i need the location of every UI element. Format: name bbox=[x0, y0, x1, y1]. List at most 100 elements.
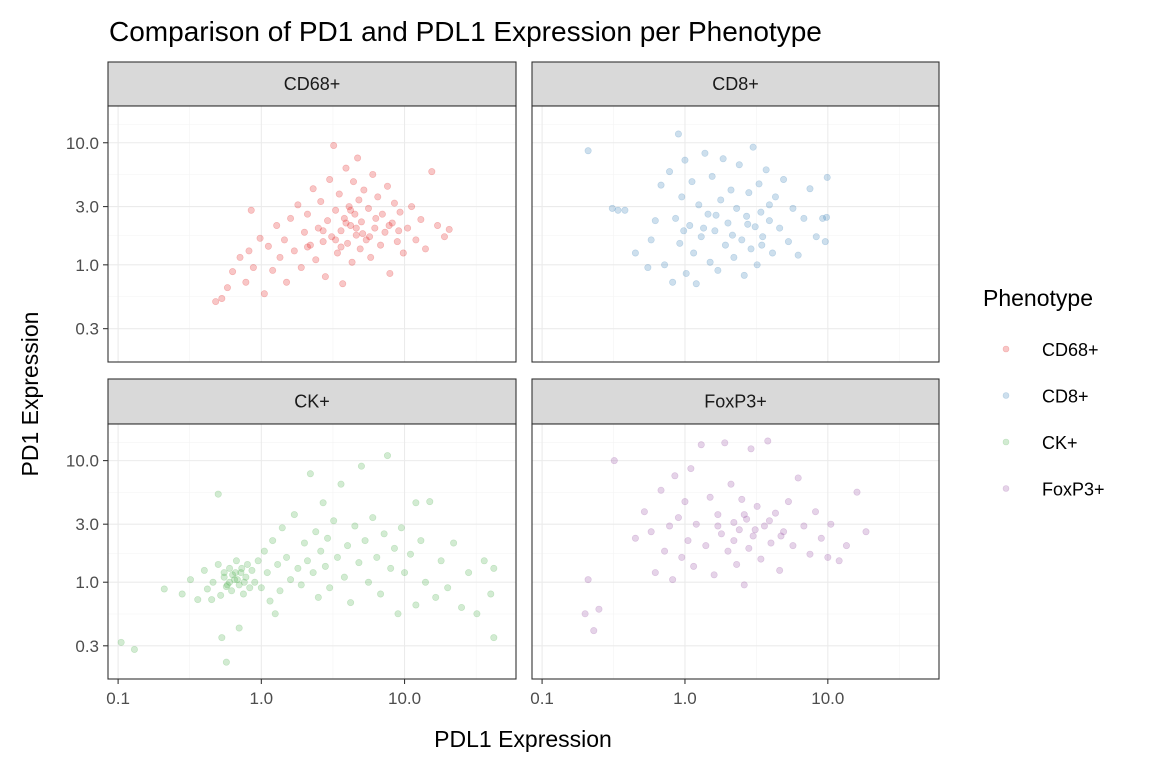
data-point bbox=[394, 610, 402, 618]
data-point bbox=[406, 550, 414, 558]
data-point bbox=[714, 266, 722, 274]
data-point bbox=[690, 249, 698, 257]
data-point bbox=[246, 584, 254, 592]
data-point bbox=[755, 180, 763, 188]
data-point bbox=[276, 587, 284, 595]
data-point bbox=[312, 256, 320, 264]
facet-panel: CD68+ 0.3 1.0 3.0 10.0 bbox=[66, 61, 517, 363]
data-point bbox=[386, 269, 394, 277]
data-point bbox=[390, 199, 398, 207]
data-point bbox=[319, 238, 327, 246]
data-point bbox=[728, 231, 736, 239]
data-point bbox=[437, 557, 445, 565]
data-point bbox=[480, 557, 488, 565]
data-point bbox=[342, 164, 350, 172]
data-point bbox=[222, 658, 230, 666]
data-point bbox=[348, 258, 356, 266]
data-point bbox=[745, 189, 753, 197]
data-point bbox=[364, 578, 372, 586]
data-point bbox=[687, 465, 695, 473]
data-point bbox=[390, 544, 398, 552]
data-point bbox=[800, 214, 808, 222]
data-point bbox=[231, 569, 239, 577]
data-point bbox=[759, 233, 767, 241]
data-point bbox=[371, 224, 379, 232]
data-point bbox=[784, 238, 792, 246]
data-point bbox=[862, 528, 870, 536]
data-point bbox=[490, 634, 498, 642]
data-point bbox=[238, 564, 246, 572]
data-point bbox=[273, 221, 281, 229]
data-point bbox=[710, 571, 718, 579]
data-point bbox=[434, 221, 442, 229]
data-point bbox=[610, 457, 618, 465]
data-point bbox=[730, 518, 738, 526]
data-point bbox=[283, 278, 291, 286]
data-point bbox=[700, 224, 708, 232]
data-point bbox=[347, 221, 355, 229]
data-point bbox=[203, 585, 211, 593]
legend-key bbox=[1002, 438, 1010, 446]
data-point bbox=[385, 221, 393, 229]
x-tick-label: 1.0 bbox=[250, 689, 274, 708]
data-point bbox=[233, 576, 241, 584]
data-point bbox=[740, 581, 748, 589]
gridlines bbox=[108, 424, 516, 679]
data-point bbox=[383, 452, 391, 460]
data-point bbox=[217, 591, 225, 599]
data-point bbox=[271, 610, 279, 618]
data-point bbox=[724, 547, 732, 555]
data-point bbox=[465, 569, 473, 577]
data-point bbox=[340, 214, 348, 222]
gridlines bbox=[108, 106, 516, 362]
data-point bbox=[321, 562, 329, 570]
data-point bbox=[248, 566, 256, 574]
data-point bbox=[214, 560, 222, 568]
x-tick-label: 10.0 bbox=[388, 689, 421, 708]
data-point bbox=[160, 585, 168, 593]
data-point bbox=[287, 576, 295, 584]
data-point bbox=[666, 522, 674, 530]
data-point bbox=[256, 234, 264, 242]
data-point bbox=[621, 206, 629, 214]
data-point bbox=[290, 511, 298, 519]
data-point bbox=[257, 584, 265, 592]
data-point bbox=[347, 206, 355, 214]
data-point bbox=[751, 223, 759, 231]
data-point bbox=[426, 498, 434, 506]
data-point bbox=[724, 219, 732, 227]
data-point bbox=[764, 437, 772, 445]
y-tick-label: 10.0 bbox=[66, 134, 99, 153]
data-point bbox=[428, 168, 436, 176]
data-point bbox=[297, 581, 305, 589]
facet-strip bbox=[107, 378, 517, 425]
data-point bbox=[220, 573, 228, 581]
data-point bbox=[842, 542, 850, 550]
data-point bbox=[321, 273, 329, 281]
data-point bbox=[317, 198, 325, 206]
y-tick-label: 1.0 bbox=[75, 256, 99, 275]
legend-key bbox=[1002, 392, 1010, 399]
data-point bbox=[312, 528, 320, 536]
data-point bbox=[303, 243, 311, 251]
data-point bbox=[458, 603, 466, 611]
x-tick-label: 10.0 bbox=[811, 689, 844, 708]
data-point bbox=[835, 557, 843, 565]
data-point bbox=[237, 569, 245, 577]
data-point bbox=[247, 206, 255, 214]
data-point bbox=[319, 499, 327, 507]
data-point bbox=[242, 278, 250, 286]
data-point bbox=[396, 208, 404, 216]
data-point bbox=[595, 605, 603, 613]
data-point bbox=[688, 178, 696, 186]
data-point bbox=[706, 258, 714, 266]
data-point bbox=[681, 498, 689, 506]
data-point bbox=[789, 204, 797, 212]
panel-border bbox=[531, 105, 940, 363]
data-point bbox=[340, 573, 348, 581]
data-point bbox=[357, 462, 365, 470]
y-tick-label: 0.3 bbox=[75, 637, 99, 656]
data-point bbox=[794, 251, 802, 259]
data-point bbox=[684, 537, 692, 545]
data-points bbox=[212, 141, 453, 306]
